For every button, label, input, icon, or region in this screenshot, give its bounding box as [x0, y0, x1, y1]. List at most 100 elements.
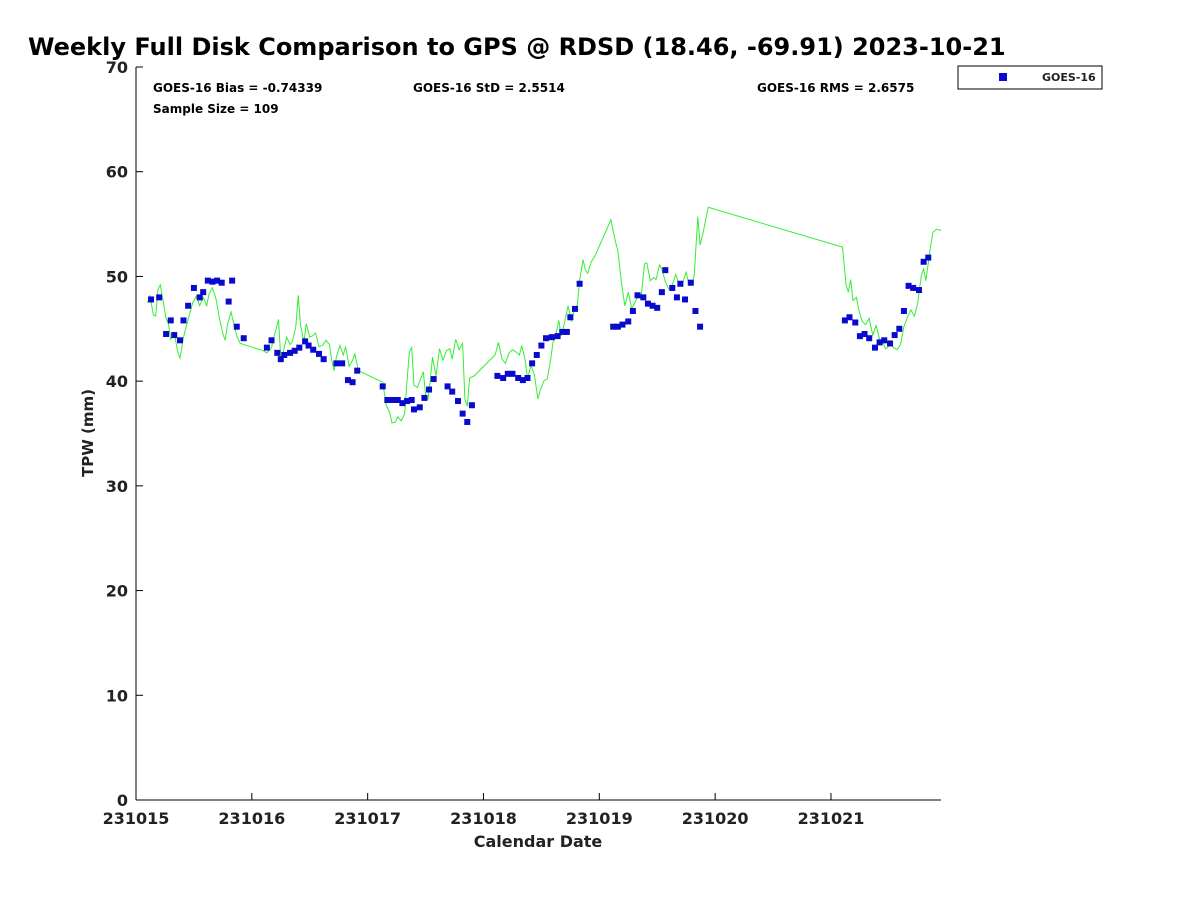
goes-point: [333, 360, 340, 367]
stat-bias: GOES-16 Bias = -0.74339: [153, 81, 322, 95]
goes-point: [263, 344, 270, 351]
goes-point: [697, 323, 704, 330]
x-tick-label: 231018: [450, 809, 517, 828]
y-tick-label: 0: [117, 791, 128, 810]
goes-point: [533, 351, 540, 358]
stat-std: GOES-16 StD = 2.5514: [413, 81, 565, 95]
goes-point: [320, 356, 327, 363]
goes-point: [468, 402, 475, 409]
goes-point: [408, 396, 415, 403]
goes-point: [305, 342, 312, 349]
goes-point: [866, 335, 873, 342]
goes-point: [677, 280, 684, 287]
goes-point: [692, 307, 699, 314]
goes-point: [619, 321, 626, 328]
goes-point: [388, 396, 395, 403]
y-tick-label: 20: [106, 582, 128, 601]
goes-point: [180, 317, 187, 324]
y-tick-label: 70: [106, 58, 128, 77]
goes-point: [887, 340, 894, 347]
goes-point: [543, 335, 550, 342]
goes-series: [148, 254, 932, 425]
goes-point: [177, 337, 184, 344]
goes-point: [576, 280, 583, 287]
goes-point: [687, 279, 694, 286]
goes-point: [148, 296, 155, 303]
goes-point: [610, 323, 617, 330]
goes-point: [459, 410, 466, 417]
legend-box: [957, 65, 1103, 90]
goes-point: [218, 279, 225, 286]
goes-point: [354, 367, 361, 374]
goes-point: [846, 314, 853, 321]
goes-point: [274, 349, 281, 356]
goes-point: [861, 331, 868, 338]
goes-point: [644, 300, 651, 307]
stat-rms: GOES-16 RMS = 2.6575: [757, 81, 914, 95]
goes-point: [167, 317, 174, 324]
goes-point: [504, 370, 511, 377]
plot-area: [135, 67, 941, 801]
goes-point: [841, 317, 848, 324]
goes-point: [339, 360, 346, 367]
goes-point: [920, 258, 927, 265]
y-tick-label: 40: [106, 372, 128, 391]
goes-point: [316, 350, 323, 357]
goes-point: [302, 338, 309, 345]
goes-point: [925, 254, 932, 261]
goes-point: [494, 372, 501, 379]
goes-point: [185, 302, 192, 309]
goes-point: [658, 289, 665, 296]
goes-point: [268, 337, 275, 344]
x-tick-label: 231020: [682, 809, 749, 828]
goes-point: [548, 334, 555, 341]
goes-point: [509, 370, 516, 377]
goes-point: [426, 386, 433, 393]
goes-point: [915, 287, 922, 294]
y-axis-label: TPW (mm): [79, 389, 97, 477]
legend: GOES-16: [957, 65, 1103, 90]
goes-point: [662, 267, 669, 274]
goes-point: [891, 332, 898, 339]
gps-line: [147, 206, 942, 424]
goes-point: [410, 406, 417, 413]
goes-point: [673, 294, 680, 301]
goes-point: [229, 277, 236, 284]
goes-point: [204, 277, 211, 284]
goes-point: [500, 375, 507, 382]
stat-sample-size: Sample Size = 109: [153, 102, 279, 116]
goes-point: [240, 335, 247, 342]
goes-point: [399, 400, 406, 407]
goes-point: [515, 375, 522, 382]
goes-point: [554, 333, 561, 340]
goes-point: [529, 360, 536, 367]
goes-point: [896, 325, 903, 332]
goes-point: [876, 339, 883, 346]
goes-point: [291, 347, 298, 354]
y-tick-label: 10: [106, 686, 128, 705]
y-tick-label: 50: [106, 267, 128, 286]
x-tick-label: 231015: [103, 809, 170, 828]
goes-point: [567, 314, 574, 321]
goes-point: [669, 284, 676, 291]
goes-point: [625, 318, 632, 325]
goes-point: [233, 323, 240, 330]
goes-point: [171, 332, 178, 339]
goes-point: [196, 294, 203, 301]
y-axis-ticks: 0 10 20 30 40 50 60 70: [106, 58, 143, 810]
goes-point: [654, 304, 661, 311]
goes-point: [190, 284, 197, 291]
legend-label-goes-16: GOES-16: [1042, 71, 1096, 84]
goes-point: [379, 383, 386, 390]
goes-point: [629, 307, 636, 314]
x-axis-ticks: 231015 231016 231017 231018 231019 231020 2310…: [103, 793, 864, 828]
goes-point: [649, 302, 656, 309]
goes-point: [614, 323, 621, 330]
goes-point: [559, 328, 566, 335]
goes-point: [384, 396, 391, 403]
goes-point: [455, 398, 461, 405]
x-axis-label: Calendar Date: [474, 832, 603, 851]
goes-point: [538, 342, 545, 349]
goes-point: [563, 328, 570, 335]
